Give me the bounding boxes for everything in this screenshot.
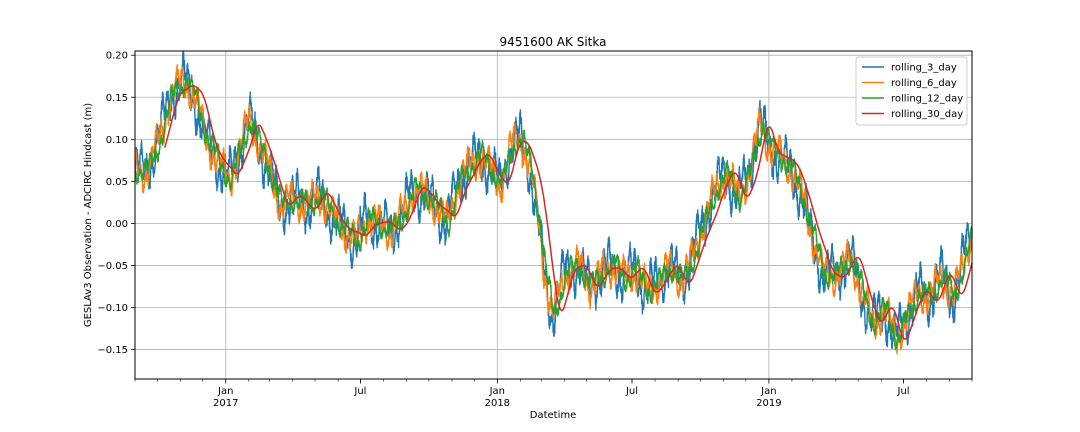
y-tick-label: −0.15 [97,345,128,356]
legend-label: rolling_30_day [891,109,963,120]
x-tick-label: Jan [217,386,233,397]
x-tick-label: Jan [489,386,505,397]
legend-label: rolling_6_day [891,78,957,89]
x-tick-label: Jul [625,386,638,397]
y-axis-label: GESLAv3 Observation - ADCIRC Hindcast (m… [83,103,94,327]
x-tick-label: Jan [760,386,776,397]
legend-box [855,56,968,126]
series-line-rolling_12_day [134,74,973,351]
y-tick-label: −0.10 [97,303,128,314]
legend-label: rolling_12_day [891,94,963,105]
y-tick-label: 0.10 [106,135,128,146]
y-tick-label: 0.15 [106,93,128,104]
x-tick-label: Jul [353,386,366,397]
x-tick-year-label: 2018 [485,398,510,409]
legend-label: rolling_3_day [891,63,957,74]
y-axis: 0.20 0.15 0.10 0.05 0.00 −0.05 −0.10 −0.15 [97,51,135,356]
y-tick-label: −0.05 [97,261,128,272]
y-tick-label: 0.05 [106,177,128,188]
y-tick-label: 0.20 [106,51,128,62]
series-line-rolling_30_day [164,85,973,340]
plot-frame [134,50,973,380]
chart-title: 9451600 AK Sitka [500,35,607,49]
data-series [134,50,973,355]
series-line-rolling_3_day [134,50,973,350]
y-tick-label: 0.00 [106,219,128,230]
x-tick-year-label: 2019 [756,398,781,409]
x-axis-label: Datetime [530,410,577,421]
legend: rolling_3_day rolling_6_day rolling_12_day… [855,56,968,126]
x-tick-year-label: 2017 [213,398,238,409]
x-tick-label: Jul [897,386,910,397]
